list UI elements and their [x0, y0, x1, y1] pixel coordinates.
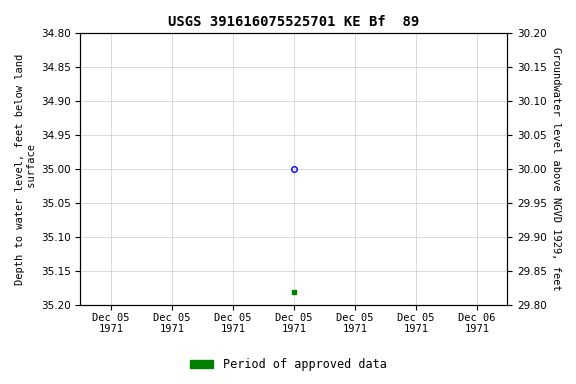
Y-axis label: Groundwater level above NGVD 1929, feet: Groundwater level above NGVD 1929, feet	[551, 47, 561, 291]
Y-axis label: Depth to water level, feet below land
 surface: Depth to water level, feet below land su…	[15, 53, 37, 285]
Title: USGS 391616075525701 KE Bf  89: USGS 391616075525701 KE Bf 89	[168, 15, 419, 29]
Legend: Period of approved data: Period of approved data	[185, 354, 391, 376]
